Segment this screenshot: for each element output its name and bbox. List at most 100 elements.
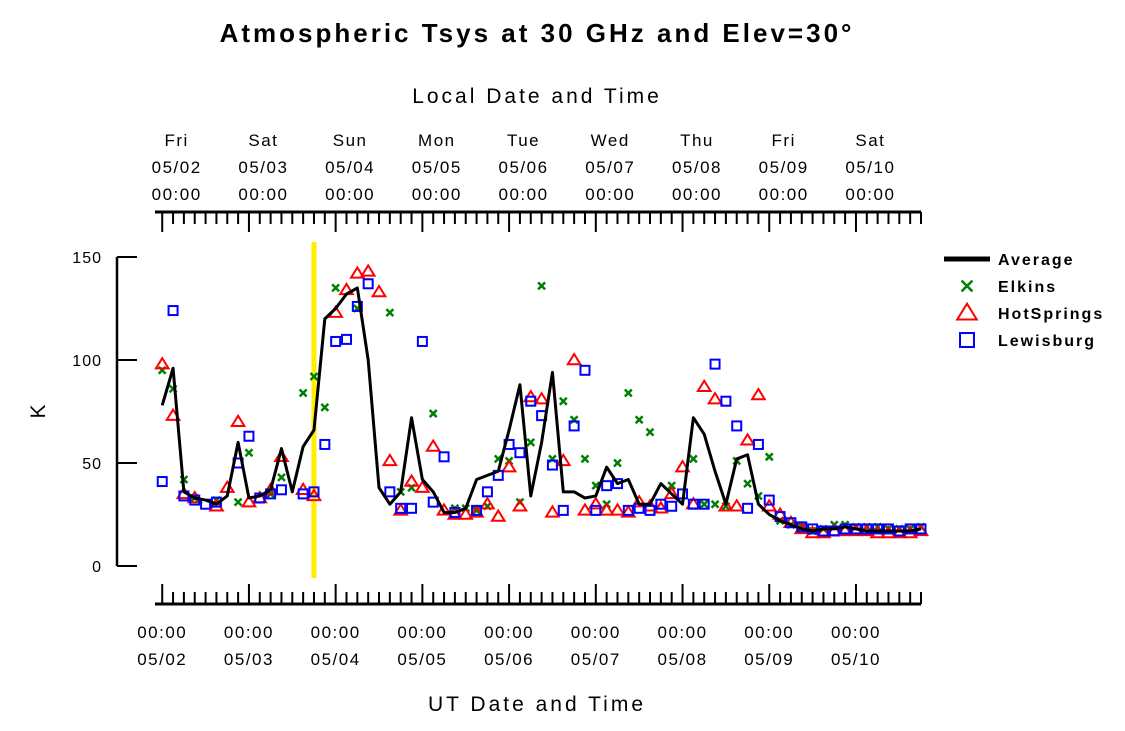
elkins-point: [634, 415, 644, 425]
lewisburg-point: [720, 395, 732, 407]
lewisburg-point: [622, 504, 634, 516]
hotsprings-point: [208, 498, 225, 512]
top-tick-time: 00:00: [759, 185, 809, 204]
top-tick-date: 05/07: [585, 158, 635, 177]
elkins-point: [537, 281, 546, 291]
lewisburg-point: [752, 438, 764, 450]
hotsprings-point: [652, 500, 669, 514]
hotsprings-point: [717, 498, 734, 512]
top-tick-time: 00:00: [499, 185, 549, 204]
hotsprings-point: [576, 502, 594, 516]
lewisburg-point: [362, 278, 374, 290]
bottom-tick-date: 05/02: [137, 650, 187, 669]
lewisburg-point: [308, 486, 320, 498]
elkins-point: [558, 396, 568, 406]
top-tick-time: 00:00: [152, 185, 202, 204]
top-tick-day: Thu: [680, 131, 714, 150]
bottom-tick-time: 00:00: [744, 623, 794, 642]
top-tick-date: 05/03: [238, 158, 288, 177]
top-tick-time: 00:00: [325, 185, 375, 204]
elkins-point: [743, 479, 752, 488]
elkins-point: [331, 283, 341, 293]
hotsprings-point: [620, 504, 637, 518]
elkins-point: [764, 452, 774, 462]
top-tick-date: 05/06: [499, 158, 549, 177]
elkins-point: [667, 481, 677, 491]
bottom-tick-time: 00:00: [137, 623, 187, 642]
elkins-point: [277, 473, 286, 482]
bottom-tick-time: 00:00: [224, 623, 274, 642]
hotsprings-point: [631, 494, 648, 508]
hotsprings-point: [501, 459, 518, 473]
hotsprings-point: [815, 525, 832, 539]
lewisburg-point: [579, 364, 591, 376]
lewisburg-point: [709, 358, 721, 370]
elkins-point: [526, 438, 536, 447]
bottom-tick-date: 05/10: [831, 650, 881, 669]
lewisburg-point: [525, 395, 537, 407]
hotsprings-point: [663, 485, 680, 500]
bottom-tick-time: 00:00: [484, 623, 534, 642]
hotsprings-point: [154, 356, 171, 370]
hotsprings-point: [230, 413, 247, 427]
lewisburg-point: [557, 504, 569, 516]
legend-item-average: Average: [944, 252, 1075, 269]
top-tick-time: 00:00: [238, 185, 288, 204]
series-elkins: [157, 281, 926, 536]
elkins-point: [233, 497, 243, 507]
legend-swatch: [959, 332, 975, 348]
bottom-tick-date: 05/06: [484, 650, 534, 669]
top-tick-date: 05/05: [412, 158, 462, 177]
elkins-point: [244, 448, 254, 458]
bottom-tick-date: 05/05: [397, 650, 447, 669]
hotsprings-point: [349, 265, 366, 279]
hotsprings-point: [360, 263, 377, 277]
top-tick-day: Sun: [333, 131, 368, 150]
lewisburg-point: [351, 300, 363, 312]
legend-item-elkins: Elkins: [960, 279, 1055, 296]
lewisburg-point: [568, 420, 580, 432]
elkins-point: [613, 458, 622, 468]
lewisburg-point: [731, 420, 743, 432]
y-tick-label: 150: [72, 250, 102, 267]
y-tick-label: 100: [72, 353, 102, 370]
lewisburg-point: [438, 451, 450, 463]
lewisburg-point: [742, 502, 754, 514]
lewisburg-point: [319, 438, 331, 450]
bottom-tick-date: 05/03: [224, 650, 274, 669]
hotsprings-point: [728, 498, 745, 512]
lewisburg-point: [156, 476, 168, 488]
hotsprings-point: [739, 432, 756, 446]
lewisburg-point: [601, 480, 613, 492]
legend-label: Lewisburg: [998, 333, 1096, 350]
hotsprings-point: [544, 504, 561, 518]
elkins-point: [580, 454, 590, 464]
bottom-tick-time: 00:00: [831, 623, 881, 642]
lewisburg-point: [590, 504, 602, 516]
legend-swatch: [960, 279, 974, 293]
elkins-point: [710, 499, 720, 509]
elkins-point: [309, 372, 319, 381]
top-tick-date: 05/02: [152, 158, 202, 177]
lewisburg-point: [341, 333, 352, 345]
bottom-axis-title: UT Date and Time: [428, 693, 646, 716]
legend-item-lewisburg: Lewisburg: [959, 332, 1096, 350]
top-tick-time: 00:00: [412, 185, 462, 204]
hotsprings-point: [403, 473, 420, 487]
top-tick-day: Fri: [772, 131, 796, 150]
hotsprings-point: [566, 352, 583, 366]
elkins-point: [645, 427, 655, 437]
lewisburg-point: [882, 523, 894, 535]
top-tick-day: Tue: [507, 131, 540, 150]
lewisburg-point: [395, 502, 407, 514]
hotsprings-point: [750, 387, 767, 401]
lewisburg-point: [416, 335, 428, 347]
lewisburg-point: [698, 498, 710, 510]
hotsprings-point: [468, 504, 485, 518]
lewisburg-point: [872, 523, 884, 535]
legend-label: Average: [998, 252, 1075, 269]
y-tick-label: 50: [82, 456, 102, 473]
bottom-tick-time: 00:00: [571, 623, 621, 642]
lewisburg-point: [763, 494, 775, 506]
